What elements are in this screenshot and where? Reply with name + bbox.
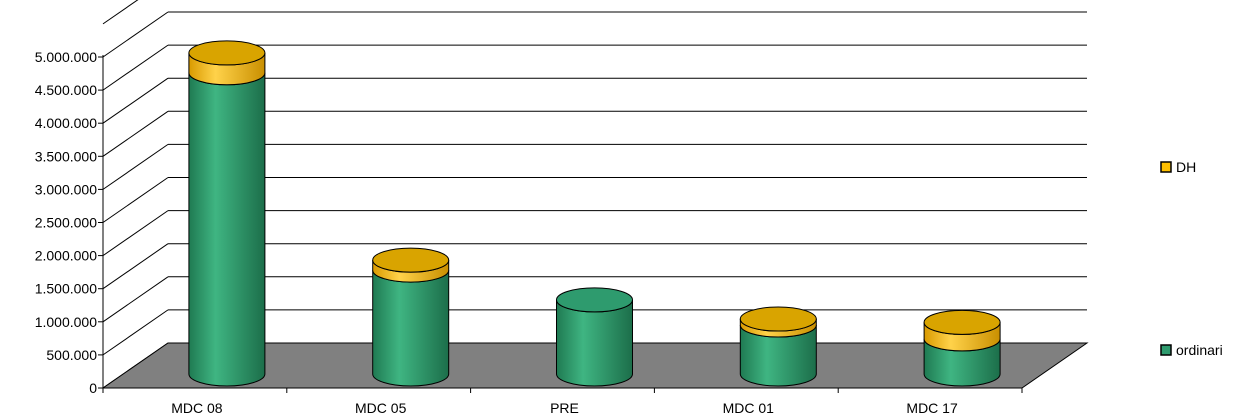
gridline-side (102, 110, 169, 157)
legend-label-DH: DH (1176, 159, 1196, 175)
x-tick-label: MDC 05 (355, 400, 407, 416)
y-tick-label: 1.500.000 (35, 281, 97, 297)
bar-top-mdc-08 (188, 40, 266, 66)
x-tick-label: PRE (550, 400, 579, 416)
legend-swatch-DH (1160, 161, 1172, 173)
gridline-side (102, 0, 139, 25)
y-tick-label: 4.000.000 (35, 115, 97, 131)
gridline-side (102, 309, 169, 356)
y-tick-label: 3.500.000 (35, 148, 97, 164)
y-tick-label: 1.000.000 (35, 314, 97, 330)
gridline-side (102, 243, 169, 290)
bar-top-mdc-17 (923, 309, 1001, 335)
y-tick-label: 5.000.000 (35, 49, 97, 65)
bar-top-pre (556, 287, 633, 313)
y-tick-label: 2.500.000 (35, 215, 97, 231)
y-tick-label: 4.500.000 (35, 82, 97, 98)
x-tick-label: MDC 01 (723, 400, 775, 416)
bar-ordinari-pre (556, 299, 633, 387)
gridline-side (102, 77, 169, 124)
y-tick-label: 2.000.000 (35, 248, 97, 264)
legend-label-ordinari: ordinari (1176, 342, 1223, 358)
legend-swatch-ordinari (1160, 344, 1172, 356)
gridline-side (102, 276, 169, 323)
bar-top-mdc-01 (739, 306, 817, 332)
bars (188, 40, 1001, 387)
x-tick-label: MDC 17 (906, 400, 958, 416)
gridline-side (102, 44, 169, 91)
bar-ordinari-mdc-08 (188, 72, 266, 387)
legend: DH ordinari (1160, 159, 1223, 358)
gridline-side (102, 11, 169, 58)
gridline-side (102, 143, 169, 190)
y-tick-label: 500.000 (46, 347, 97, 363)
x-tick-label: MDC 08 (171, 400, 223, 416)
chart-background (102, 0, 1087, 389)
y-tick-label: 3.000.000 (35, 181, 97, 197)
gridline-side (102, 177, 169, 223)
y-tick-label: 0 (89, 380, 97, 396)
bar-ordinari-mdc-05 (372, 269, 450, 387)
axes: 0 500.000 1.000.000 1.500.000 2.000.000 2.500… (35, 49, 1023, 416)
bar-top-mdc-05 (372, 247, 450, 273)
gridline-side (102, 210, 169, 257)
